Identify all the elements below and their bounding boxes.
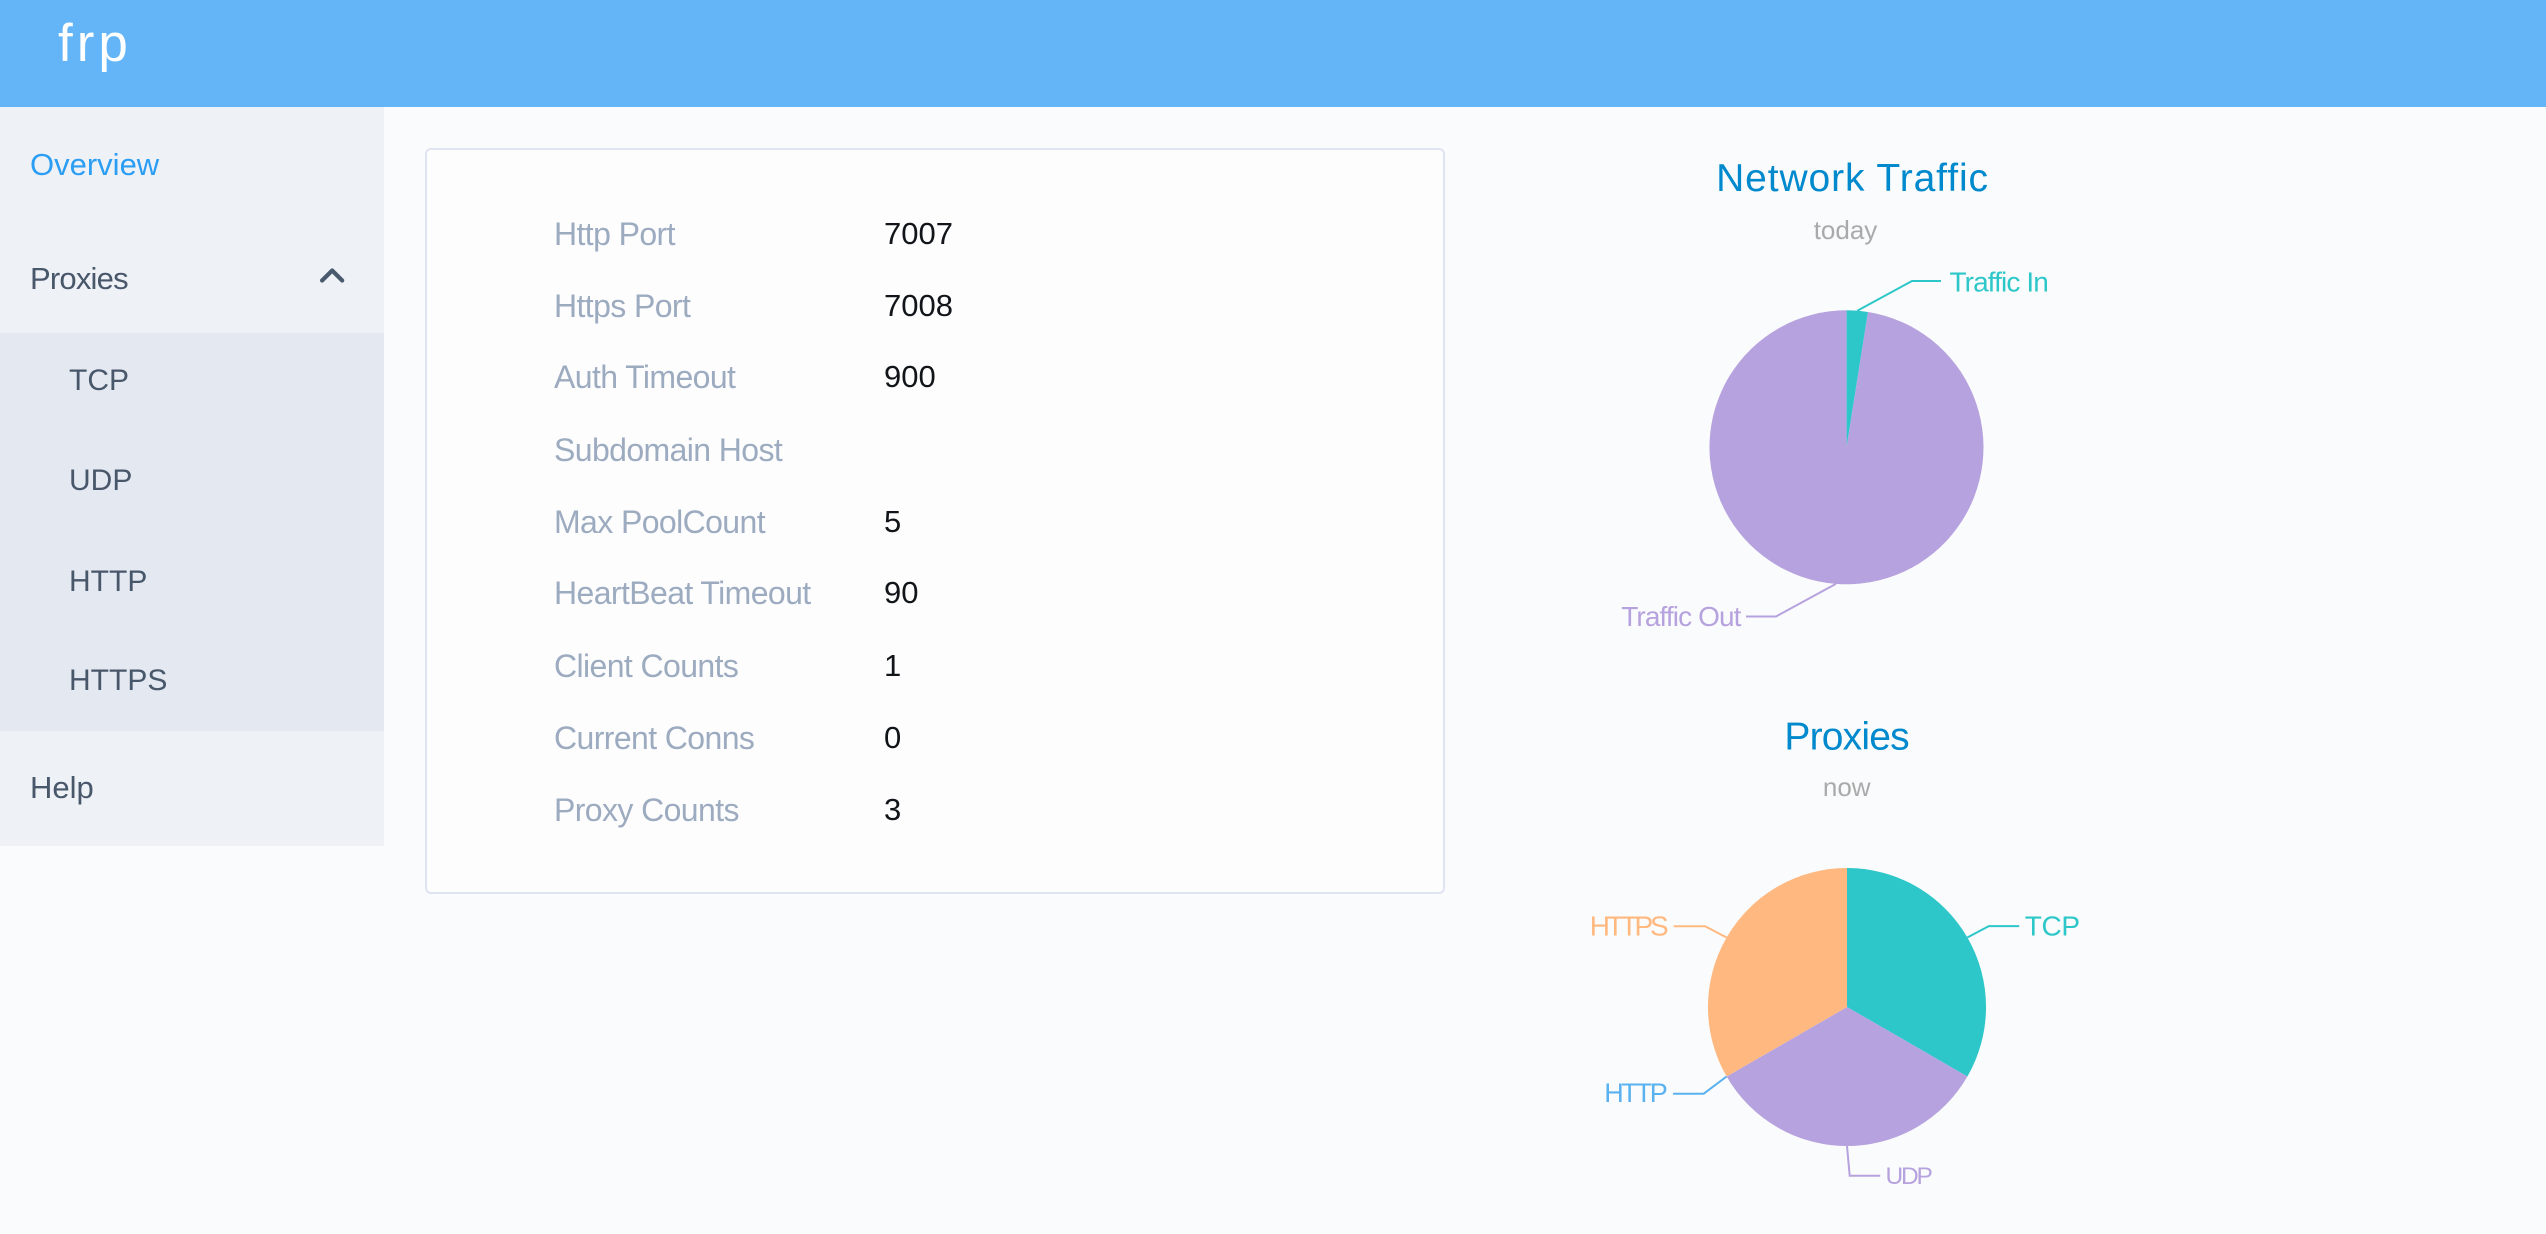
svg-text:Traffic In: Traffic In bbox=[1950, 267, 2048, 298]
svg-text:today: today bbox=[1814, 215, 1878, 245]
svg-text:HTTP: HTTP bbox=[1604, 1078, 1667, 1108]
svg-text:Network Traffic: Network Traffic bbox=[1716, 157, 1989, 200]
svg-text:Traffic Out: Traffic Out bbox=[1621, 601, 1741, 632]
svg-text:TCP: TCP bbox=[2025, 911, 2080, 942]
svg-text:Proxies: Proxies bbox=[1784, 716, 1909, 759]
svg-text:UDP: UDP bbox=[1886, 1163, 1933, 1190]
svg-text:now: now bbox=[1823, 772, 1871, 802]
svg-text:HTTPS: HTTPS bbox=[1590, 911, 1668, 942]
